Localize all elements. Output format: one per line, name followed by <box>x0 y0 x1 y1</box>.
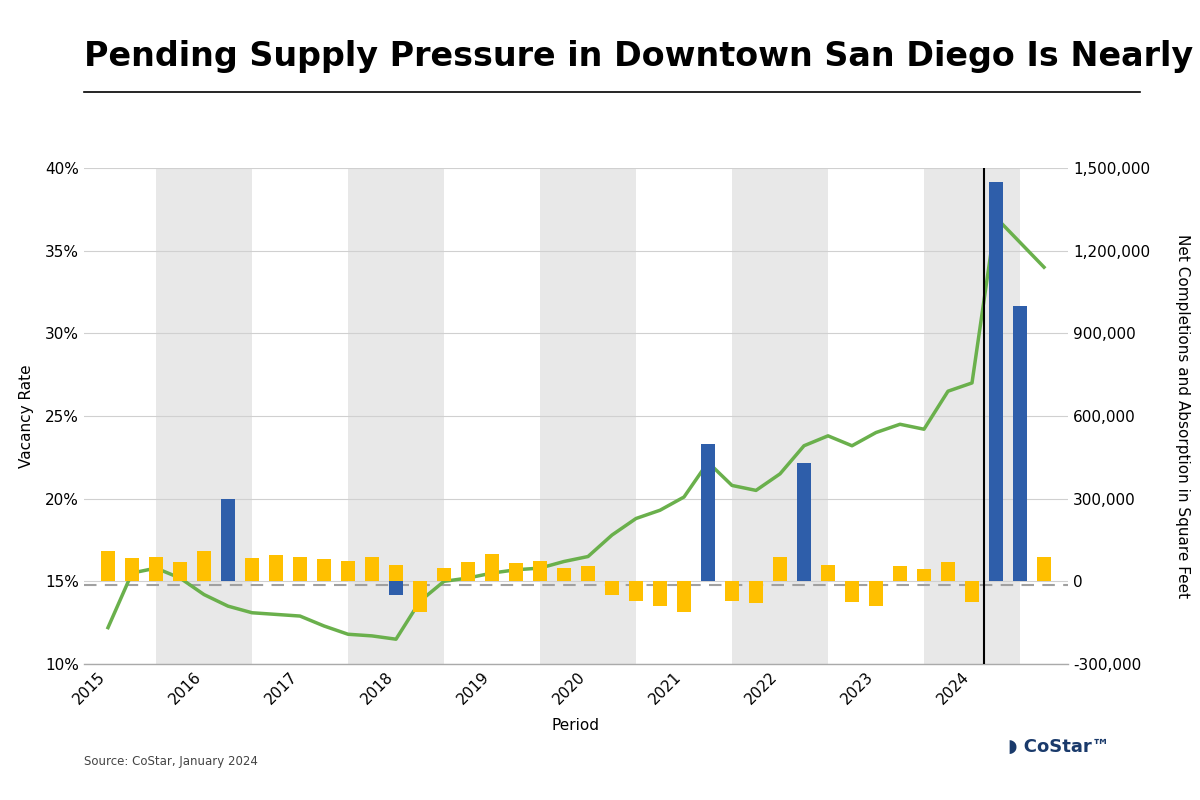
Vacancy <box>725 481 739 490</box>
Vacancy <box>845 441 859 450</box>
Bar <box>1013 559 1027 582</box>
Vacancy <box>677 492 691 502</box>
Vacancy <box>653 506 667 515</box>
Bar <box>701 502 715 582</box>
Vacancy <box>797 441 811 450</box>
Bar <box>924 168 1020 664</box>
Vacancy <box>893 419 907 429</box>
Bar <box>581 566 595 582</box>
Bar <box>797 565 811 582</box>
Bar <box>845 582 859 602</box>
Y-axis label: Vacancy Rate: Vacancy Rate <box>19 364 34 468</box>
Bar <box>965 582 979 602</box>
Bar <box>605 582 619 595</box>
Bar <box>149 557 163 582</box>
X-axis label: Period: Period <box>552 718 600 733</box>
Vacancy <box>125 568 139 578</box>
Text: ◗ CoStar™: ◗ CoStar™ <box>1008 738 1110 756</box>
Vacancy <box>221 602 235 611</box>
Bar <box>540 168 636 664</box>
Bar <box>125 558 139 582</box>
Bar <box>941 562 955 582</box>
Vacancy <box>581 552 595 562</box>
Vacancy <box>821 431 835 441</box>
Bar <box>293 557 307 582</box>
Bar <box>989 182 1003 582</box>
Bar <box>1037 557 1051 582</box>
Vacancy <box>293 611 307 621</box>
Vacancy <box>773 469 787 478</box>
Vacancy <box>605 530 619 540</box>
Bar <box>485 554 499 582</box>
Bar <box>893 566 907 582</box>
Vacancy <box>941 386 955 396</box>
Bar <box>821 565 835 582</box>
Vacancy <box>437 577 451 586</box>
Bar <box>245 558 259 582</box>
Vacancy <box>749 486 763 495</box>
Bar <box>533 561 547 582</box>
Vacancy <box>149 563 163 573</box>
Bar <box>221 557 235 582</box>
Vacancy <box>413 596 427 606</box>
Vacancy <box>917 425 931 434</box>
Bar <box>653 582 667 606</box>
Vacancy <box>509 565 523 574</box>
Vacancy <box>245 608 259 618</box>
Bar <box>701 443 715 582</box>
Line: Vacancy: Vacancy <box>108 218 1044 639</box>
Text: Source: CoStar, January 2024: Source: CoStar, January 2024 <box>84 755 258 768</box>
Bar <box>732 168 828 664</box>
Bar <box>1013 306 1027 582</box>
Vacancy <box>629 514 643 523</box>
Bar <box>629 582 643 601</box>
Bar <box>869 582 883 606</box>
Vacancy <box>461 574 475 583</box>
Vacancy <box>485 568 499 578</box>
Bar <box>348 168 444 664</box>
Bar <box>269 555 283 582</box>
Text: Pending Supply Pressure in Downtown San Diego Is Nearly Here: Pending Supply Pressure in Downtown San … <box>84 40 1200 73</box>
Bar <box>509 563 523 582</box>
Bar <box>101 551 115 582</box>
Vacancy <box>533 563 547 573</box>
Vacancy <box>365 631 379 641</box>
Y-axis label: Net Completions and Absorption in Square Feet: Net Completions and Absorption in Square… <box>1175 234 1190 598</box>
Vacancy <box>101 623 115 633</box>
Vacancy <box>701 458 715 467</box>
Vacancy <box>341 630 355 639</box>
Vacancy <box>317 621 331 630</box>
Bar <box>557 567 571 582</box>
Vacancy <box>965 378 979 388</box>
Vacancy <box>869 428 883 438</box>
Bar <box>749 582 763 603</box>
Vacancy <box>173 574 187 583</box>
Bar <box>989 562 1003 582</box>
Bar <box>221 498 235 582</box>
Bar <box>677 582 691 612</box>
Bar <box>773 557 787 582</box>
Vacancy <box>269 610 283 619</box>
Vacancy <box>1013 238 1027 247</box>
Bar <box>797 463 811 582</box>
Vacancy <box>389 634 403 644</box>
Vacancy <box>1037 262 1051 272</box>
Vacancy <box>197 590 211 599</box>
Bar <box>413 582 427 612</box>
Bar <box>389 582 403 595</box>
Bar <box>917 569 931 582</box>
Vacancy <box>989 213 1003 222</box>
Bar <box>173 562 187 582</box>
Bar <box>389 565 403 582</box>
Bar <box>437 567 451 582</box>
Bar <box>461 562 475 582</box>
Bar <box>197 551 211 582</box>
Bar <box>725 582 739 601</box>
Vacancy <box>557 557 571 566</box>
Bar <box>156 168 252 664</box>
Bar <box>365 557 379 582</box>
Bar <box>341 561 355 582</box>
Bar <box>317 559 331 582</box>
